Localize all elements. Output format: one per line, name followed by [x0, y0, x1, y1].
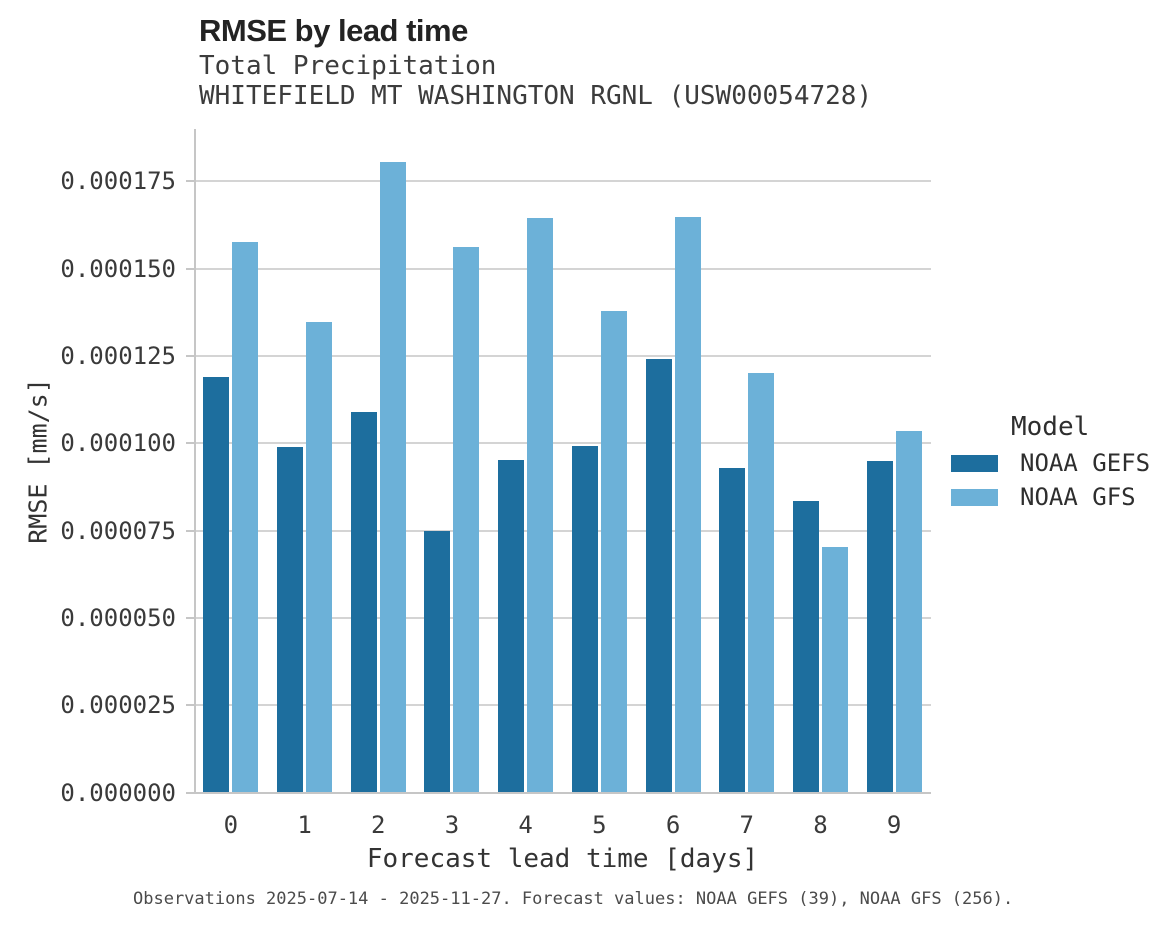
y-gridline-0.000025	[196, 704, 931, 707]
bar-noaa-gefs-lead-8	[792, 501, 819, 793]
x-tick-label-8: 8	[813, 811, 828, 839]
y-tick-mark-0.000150	[186, 267, 194, 270]
legend-label-noaa-gefs: NOAA GEFS	[1020, 449, 1151, 477]
x-tick-label-5: 5	[592, 811, 607, 839]
y-tick-label-0.000000: 0.000000	[60, 778, 176, 807]
y-gridline-0.000175	[196, 180, 931, 183]
bar-noaa-gefs-lead-1	[277, 446, 304, 793]
bar-noaa-gfs-lead-7	[748, 373, 775, 793]
legend-item-noaa-gfs: NOAA GFS	[951, 480, 1136, 514]
page-title: RMSE by lead time	[199, 13, 468, 48]
y-tick-label-0.000175: 0.000175	[60, 167, 176, 196]
y-tick-label-0.000050: 0.000050	[60, 603, 176, 632]
y-tick-mark-0.000175	[186, 180, 194, 183]
x-tick-label-3: 3	[444, 811, 460, 839]
bar-noaa-gefs-lead-7	[719, 468, 746, 793]
y-gridline-0.000100	[196, 442, 931, 445]
caption: Observations 2025-07-14 - 2025-11-27. Fo…	[133, 889, 1014, 909]
y-tick-label-0.000125: 0.000125	[60, 341, 176, 370]
y-gridline-0.000125	[196, 354, 931, 357]
legend-swatch-noaa-gefs	[951, 454, 998, 472]
bar-noaa-gfs-lead-2	[379, 162, 406, 793]
y-tick-mark-0.000025	[186, 704, 194, 707]
y-tick-label-0.000100: 0.000100	[60, 429, 176, 458]
legend-swatch-noaa-gfs	[951, 488, 998, 506]
bar-noaa-gefs-lead-9	[866, 461, 893, 793]
y-tick-mark-0.000000	[186, 791, 194, 794]
bar-noaa-gefs-lead-4	[498, 459, 525, 793]
y-tick-label-0.000075: 0.000075	[60, 516, 176, 545]
subtitle-station: WHITEFIELD MT WASHINGTON RGNL (USW000547…	[199, 81, 873, 111]
x-tick-label-2: 2	[371, 811, 386, 839]
bar-noaa-gfs-lead-1	[306, 321, 333, 793]
bar-noaa-gfs-lead-3	[453, 246, 480, 793]
bar-noaa-gefs-lead-3	[424, 530, 451, 793]
x-axis-title: Forecast lead time [days]	[366, 844, 759, 874]
y-gridline-0.000050	[196, 616, 931, 619]
x-tick-label-4: 4	[518, 811, 533, 839]
bar-noaa-gefs-lead-2	[350, 411, 377, 793]
y-gridline-0.000075	[196, 529, 931, 532]
x-tick-label-1: 1	[297, 811, 312, 839]
subtitle-variable: Total Precipitation	[199, 51, 497, 81]
x-tick-label-9: 9	[886, 811, 902, 839]
bar-noaa-gfs-lead-4	[527, 218, 554, 793]
y-tick-mark-0.000050	[186, 616, 194, 619]
y-tick-label-0.000025: 0.000025	[60, 691, 176, 720]
legend-item-noaa-gefs: NOAA GEFS	[951, 446, 1150, 480]
bar-noaa-gefs-lead-6	[645, 359, 672, 793]
bar-noaa-gefs-lead-0	[203, 376, 230, 793]
x-tick-label-0: 0	[223, 811, 239, 839]
y-tick-mark-0.000125	[186, 354, 194, 357]
y-tick-mark-0.000075	[186, 529, 194, 532]
y-gridline-0.000150	[196, 267, 931, 270]
y-tick-label-0.000150: 0.000150	[60, 254, 176, 283]
legend-title: Model	[1011, 412, 1090, 442]
bar-noaa-gfs-lead-5	[600, 310, 627, 793]
bar-noaa-gefs-lead-5	[571, 446, 598, 793]
bar-noaa-gfs-lead-0	[232, 242, 259, 793]
y-tick-mark-0.000100	[186, 442, 194, 445]
bar-noaa-gfs-lead-6	[674, 217, 701, 793]
legend-label-noaa-gfs: NOAA GFS	[1020, 483, 1136, 511]
x-axis-line	[194, 792, 931, 794]
y-axis-spine	[194, 129, 196, 794]
x-tick-label-6: 6	[665, 811, 681, 839]
bar-noaa-gfs-lead-9	[895, 430, 922, 793]
x-tick-label-7: 7	[739, 811, 754, 839]
bar-noaa-gfs-lead-8	[821, 547, 848, 793]
